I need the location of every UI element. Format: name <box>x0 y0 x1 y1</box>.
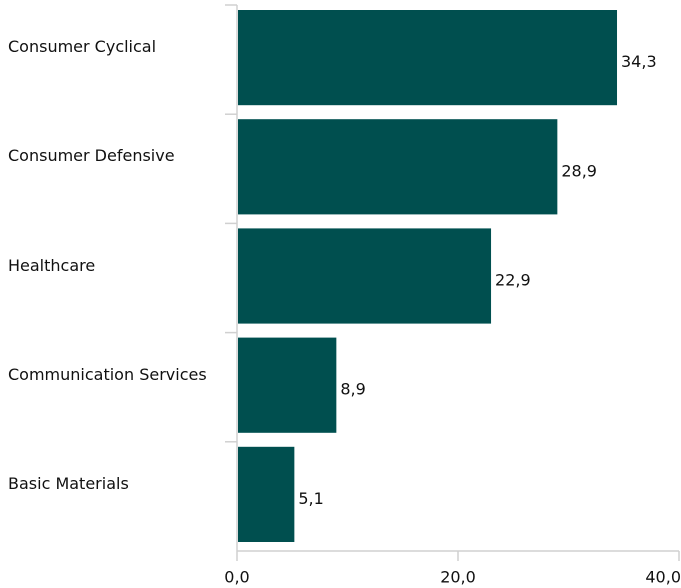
category-label: Basic Materials <box>8 473 129 493</box>
category-label: Consumer Defensive <box>8 146 175 166</box>
category-label: Consumer Cyclical <box>8 37 157 57</box>
value-label: 5,1 <box>298 489 323 508</box>
value-label: 28,9 <box>561 161 597 180</box>
x-tick-label: 0,0 <box>224 568 249 587</box>
x-tick-label: 40,0 <box>645 568 681 587</box>
value-label: 22,9 <box>495 271 531 290</box>
bar <box>238 337 337 433</box>
x-tick-label: 20,0 <box>440 568 476 587</box>
bar <box>238 446 295 542</box>
bar <box>238 228 492 324</box>
value-label: 8,9 <box>340 380 365 399</box>
bar <box>238 119 558 215</box>
value-label: 34,3 <box>621 52 657 71</box>
category-label: Healthcare <box>8 255 96 275</box>
category-label: Communication Services <box>8 364 207 384</box>
bar <box>238 10 618 106</box>
